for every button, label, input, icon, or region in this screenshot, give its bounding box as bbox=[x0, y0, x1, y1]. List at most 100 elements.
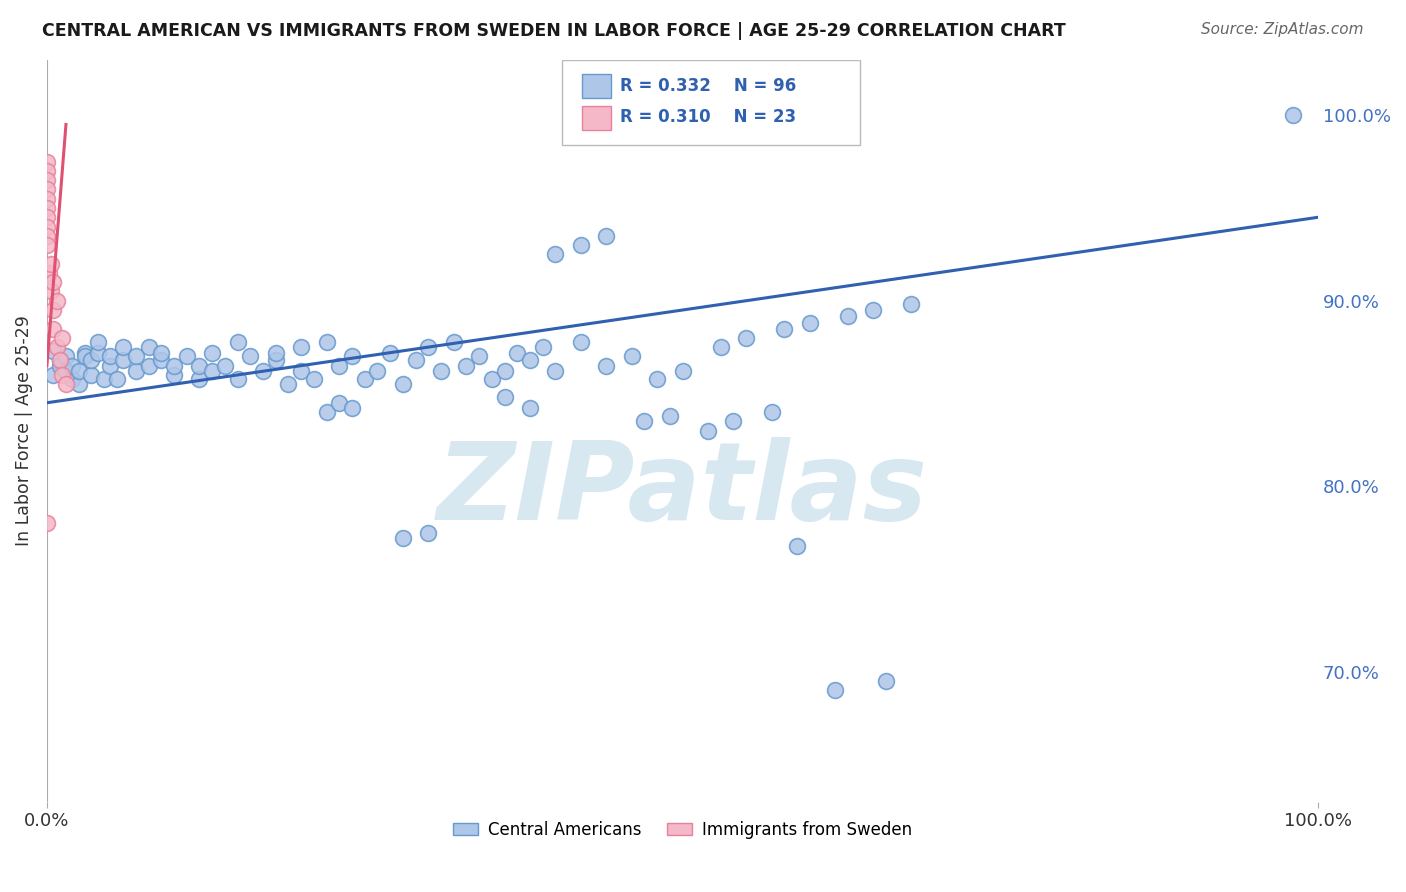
Point bbox=[163, 368, 186, 382]
Point bbox=[264, 345, 287, 359]
Point bbox=[761, 405, 783, 419]
FancyBboxPatch shape bbox=[562, 60, 860, 145]
Point bbox=[519, 401, 541, 416]
Point bbox=[48, 359, 70, 373]
Point bbox=[544, 364, 567, 378]
Point bbox=[39, 257, 62, 271]
Point bbox=[824, 683, 846, 698]
Point bbox=[710, 340, 733, 354]
Point bbox=[55, 377, 77, 392]
Point bbox=[51, 368, 73, 382]
Point bbox=[595, 228, 617, 243]
Point bbox=[405, 353, 427, 368]
Point bbox=[315, 405, 337, 419]
Point bbox=[340, 401, 363, 416]
Point bbox=[176, 350, 198, 364]
Point bbox=[418, 525, 440, 540]
Point bbox=[35, 154, 58, 169]
Point bbox=[569, 334, 592, 349]
FancyBboxPatch shape bbox=[582, 74, 612, 98]
Point bbox=[633, 414, 655, 428]
Point bbox=[443, 334, 465, 349]
Point bbox=[138, 340, 160, 354]
Point bbox=[112, 353, 135, 368]
Point bbox=[150, 345, 173, 359]
Point bbox=[468, 350, 491, 364]
Point bbox=[620, 350, 643, 364]
Point bbox=[60, 371, 83, 385]
Point bbox=[125, 364, 148, 378]
Point bbox=[875, 673, 897, 688]
Point bbox=[46, 293, 69, 308]
Point bbox=[35, 211, 58, 225]
Point bbox=[35, 228, 58, 243]
Point bbox=[150, 353, 173, 368]
Point bbox=[73, 345, 96, 359]
Text: R = 0.310    N = 23: R = 0.310 N = 23 bbox=[620, 109, 796, 127]
Text: ZIPatlas: ZIPatlas bbox=[437, 437, 928, 543]
Point bbox=[100, 350, 122, 364]
Point bbox=[48, 353, 70, 368]
Point bbox=[35, 164, 58, 178]
Point bbox=[418, 340, 440, 354]
Point bbox=[226, 371, 249, 385]
Point bbox=[35, 173, 58, 187]
Point bbox=[773, 321, 796, 335]
Point bbox=[42, 303, 65, 318]
Point bbox=[38, 266, 60, 280]
Point bbox=[67, 364, 90, 378]
Point bbox=[35, 201, 58, 215]
Point bbox=[658, 409, 681, 423]
Legend: Central Americans, Immigrants from Sweden: Central Americans, Immigrants from Swede… bbox=[447, 814, 918, 846]
Point bbox=[93, 371, 115, 385]
Point bbox=[290, 340, 312, 354]
Point bbox=[378, 345, 401, 359]
Point bbox=[430, 364, 453, 378]
Point bbox=[366, 364, 388, 378]
Point bbox=[506, 345, 529, 359]
Point bbox=[226, 334, 249, 349]
Point bbox=[494, 364, 516, 378]
Point bbox=[35, 219, 58, 234]
Point bbox=[42, 368, 65, 382]
Point bbox=[544, 247, 567, 261]
Point bbox=[100, 359, 122, 373]
Point bbox=[46, 340, 69, 354]
Point bbox=[42, 275, 65, 289]
Point bbox=[531, 340, 554, 354]
Point bbox=[51, 331, 73, 345]
Point bbox=[87, 334, 110, 349]
Point bbox=[837, 309, 859, 323]
Text: R = 0.332    N = 96: R = 0.332 N = 96 bbox=[620, 77, 796, 95]
Point bbox=[252, 364, 274, 378]
Point bbox=[67, 377, 90, 392]
Point bbox=[481, 371, 503, 385]
Text: Source: ZipAtlas.com: Source: ZipAtlas.com bbox=[1201, 22, 1364, 37]
Point bbox=[264, 353, 287, 368]
Point bbox=[214, 359, 236, 373]
FancyBboxPatch shape bbox=[582, 105, 612, 130]
Point bbox=[645, 371, 668, 385]
Point bbox=[328, 359, 350, 373]
Point bbox=[60, 359, 83, 373]
Point bbox=[201, 345, 224, 359]
Point bbox=[80, 368, 103, 382]
Point bbox=[735, 331, 758, 345]
Point bbox=[188, 359, 211, 373]
Point bbox=[353, 371, 375, 385]
Point bbox=[392, 377, 415, 392]
Point bbox=[456, 359, 478, 373]
Point bbox=[80, 353, 103, 368]
Point bbox=[48, 353, 70, 368]
Point bbox=[315, 334, 337, 349]
Point bbox=[302, 371, 325, 385]
Point bbox=[35, 516, 58, 531]
Point bbox=[188, 371, 211, 385]
Point bbox=[87, 345, 110, 359]
Point bbox=[35, 238, 58, 252]
Point bbox=[73, 350, 96, 364]
Point bbox=[35, 182, 58, 196]
Point bbox=[900, 297, 922, 311]
Point bbox=[519, 353, 541, 368]
Point bbox=[239, 350, 262, 364]
